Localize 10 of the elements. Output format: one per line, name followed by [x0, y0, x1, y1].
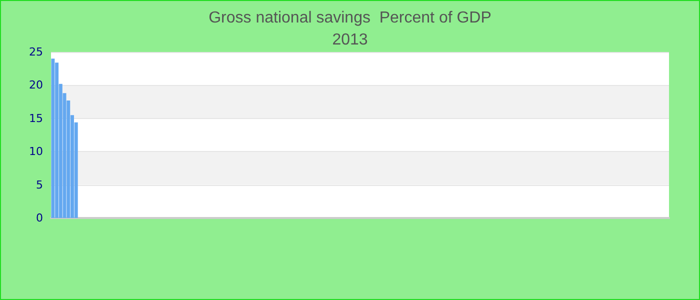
y-tick-label: 25 [29, 46, 43, 58]
bar [51, 58, 55, 218]
bar [55, 62, 59, 218]
y-tick-label: 20 [29, 78, 43, 92]
y-tick-label: 0 [36, 212, 43, 224]
chart-title: Gross national savings Percent of GDP [208, 10, 492, 26]
y-tick-label: 10 [29, 145, 43, 158]
chart-subtitle: 2013 [332, 32, 368, 48]
y-tick-label: 5 [36, 178, 43, 192]
y-tick-label: 15 [29, 112, 43, 125]
